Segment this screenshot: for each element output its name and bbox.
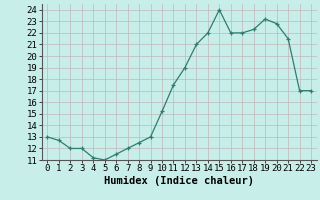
X-axis label: Humidex (Indice chaleur): Humidex (Indice chaleur) [104,176,254,186]
